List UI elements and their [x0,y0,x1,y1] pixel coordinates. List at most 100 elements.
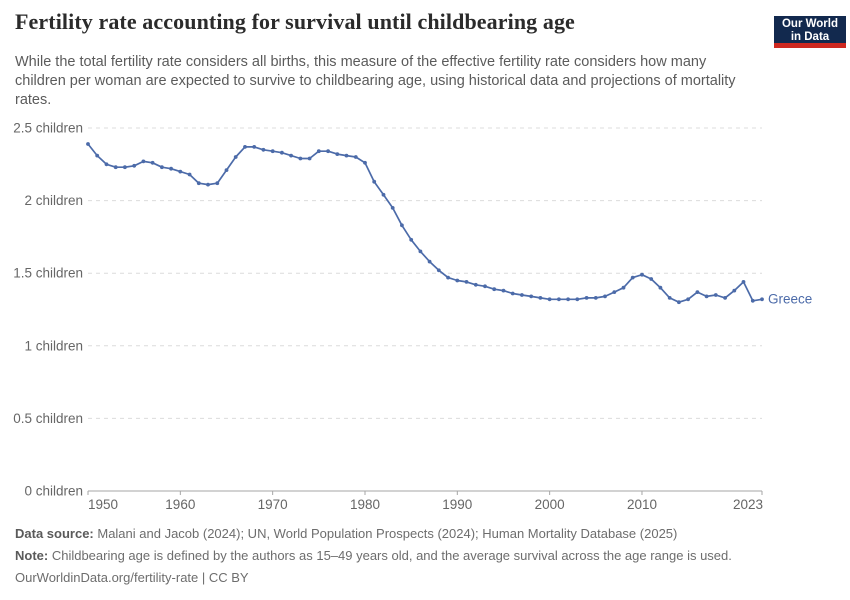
x-axis-tick-label: 1980 [350,497,380,512]
data-point[interactable] [169,166,174,171]
data-point[interactable] [316,149,321,154]
data-point[interactable] [455,278,460,283]
data-point[interactable] [750,298,755,303]
x-axis-tick-label: 1970 [258,497,288,512]
y-axis-tick-label: 2.5 children [13,121,83,136]
data-point[interactable] [243,145,247,149]
y-axis-tick-label: 1 children [24,338,83,353]
y-axis-tick-label: 1.5 children [13,266,83,281]
data-point[interactable] [501,288,506,293]
data-point[interactable] [280,150,284,155]
data-point[interactable] [390,206,395,210]
data-point[interactable] [123,165,127,170]
data-point[interactable] [270,149,275,154]
data-point[interactable] [233,155,238,159]
url-line[interactable]: OurWorldinData.org/fertility-rate | CC B… [15,570,249,585]
data-point[interactable] [381,192,386,197]
data-point[interactable] [206,182,210,187]
x-axis-tick-label: 2023 [733,497,763,512]
data-point[interactable] [695,290,700,294]
data-point[interactable] [187,172,192,177]
data-point[interactable] [160,165,164,170]
data-point[interactable] [483,284,487,289]
data-point[interactable] [510,291,515,296]
y-axis-tick-label: 0 children [24,484,83,499]
owid-logo[interactable]: Our World in Data [774,16,846,46]
data-point[interactable] [95,153,100,158]
data-point[interactable] [492,287,497,292]
data-point[interactable] [704,294,709,299]
data-point[interactable] [547,297,552,302]
x-axis-tick-label: 1990 [442,497,472,512]
data-point[interactable] [520,293,524,297]
data-point[interactable] [732,288,737,293]
data-point[interactable] [141,159,146,164]
x-axis-tick-label: 2010 [627,497,657,512]
data-point[interactable] [621,285,626,290]
data-point[interactable] [760,297,764,302]
data-point[interactable] [640,272,644,277]
y-axis-tick-label: 2 children [24,193,83,208]
data-source-text: Malani and Jacob (2024); UN, World Popul… [93,526,678,541]
data-source-label: Data source: [15,526,94,541]
data-point[interactable] [538,296,543,300]
data-point[interactable] [261,147,266,152]
data-point[interactable] [289,153,293,158]
data-point[interactable] [307,156,312,161]
data-point[interactable] [215,181,220,186]
data-point[interactable] [566,297,570,302]
data-point[interactable] [353,155,358,159]
data-point[interactable] [427,259,432,264]
data-point[interactable] [612,290,617,294]
data-point[interactable] [196,181,201,186]
data-point[interactable] [298,156,303,161]
data-point[interactable] [335,152,340,156]
data-point[interactable] [593,296,598,300]
data-point[interactable] [529,294,534,299]
data-point[interactable] [252,145,257,149]
data-point[interactable] [667,296,672,300]
data-point[interactable] [557,297,561,302]
data-point[interactable] [224,168,229,172]
data-point[interactable] [677,300,681,305]
data-point[interactable] [446,275,450,280]
data-point[interactable] [418,249,423,254]
chart-subtitle: While the total fertility rate considers… [15,54,736,108]
data-point[interactable] [686,297,690,302]
line-chart[interactable]: 0 children 0.5 children 1 children 1.5 chil… [0,115,850,517]
data-source-line: Data source: Malani and Jacob (2024); UN… [15,523,835,545]
data-point[interactable] [372,179,377,184]
data-point[interactable] [326,149,330,154]
data-point[interactable] [363,160,367,165]
y-axis-tick-label: 0.5 children [13,411,83,426]
data-point[interactable] [344,153,349,158]
data-point[interactable] [603,294,607,299]
data-point[interactable] [464,280,469,284]
data-point[interactable] [723,296,727,300]
data-point[interactable] [86,142,90,146]
data-point[interactable] [132,163,137,168]
data-point[interactable] [409,237,414,242]
series-end-label[interactable]: Greece [768,292,812,307]
data-point[interactable] [436,268,441,273]
data-point[interactable] [649,277,654,281]
x-axis-tick-label: 1950 [88,497,118,512]
data-point[interactable] [400,223,404,228]
data-point[interactable] [104,162,109,167]
data-point[interactable] [658,285,663,290]
data-point[interactable] [113,165,118,170]
note-text: Childbearing age is defined by the autho… [48,548,732,563]
owid-logo-red-bar [774,43,846,48]
data-point[interactable] [713,293,718,297]
data-point[interactable] [584,296,589,300]
data-point[interactable] [575,297,580,302]
data-point[interactable] [178,169,183,174]
data-point[interactable] [150,160,155,165]
data-point[interactable] [630,275,635,280]
owid-logo-line1: Our World [781,18,838,30]
x-axis-tick-label: 2000 [535,497,565,512]
data-point[interactable] [741,280,746,284]
page-title: Fertility rate accounting for survival u… [15,9,575,34]
data-point[interactable] [473,282,478,287]
